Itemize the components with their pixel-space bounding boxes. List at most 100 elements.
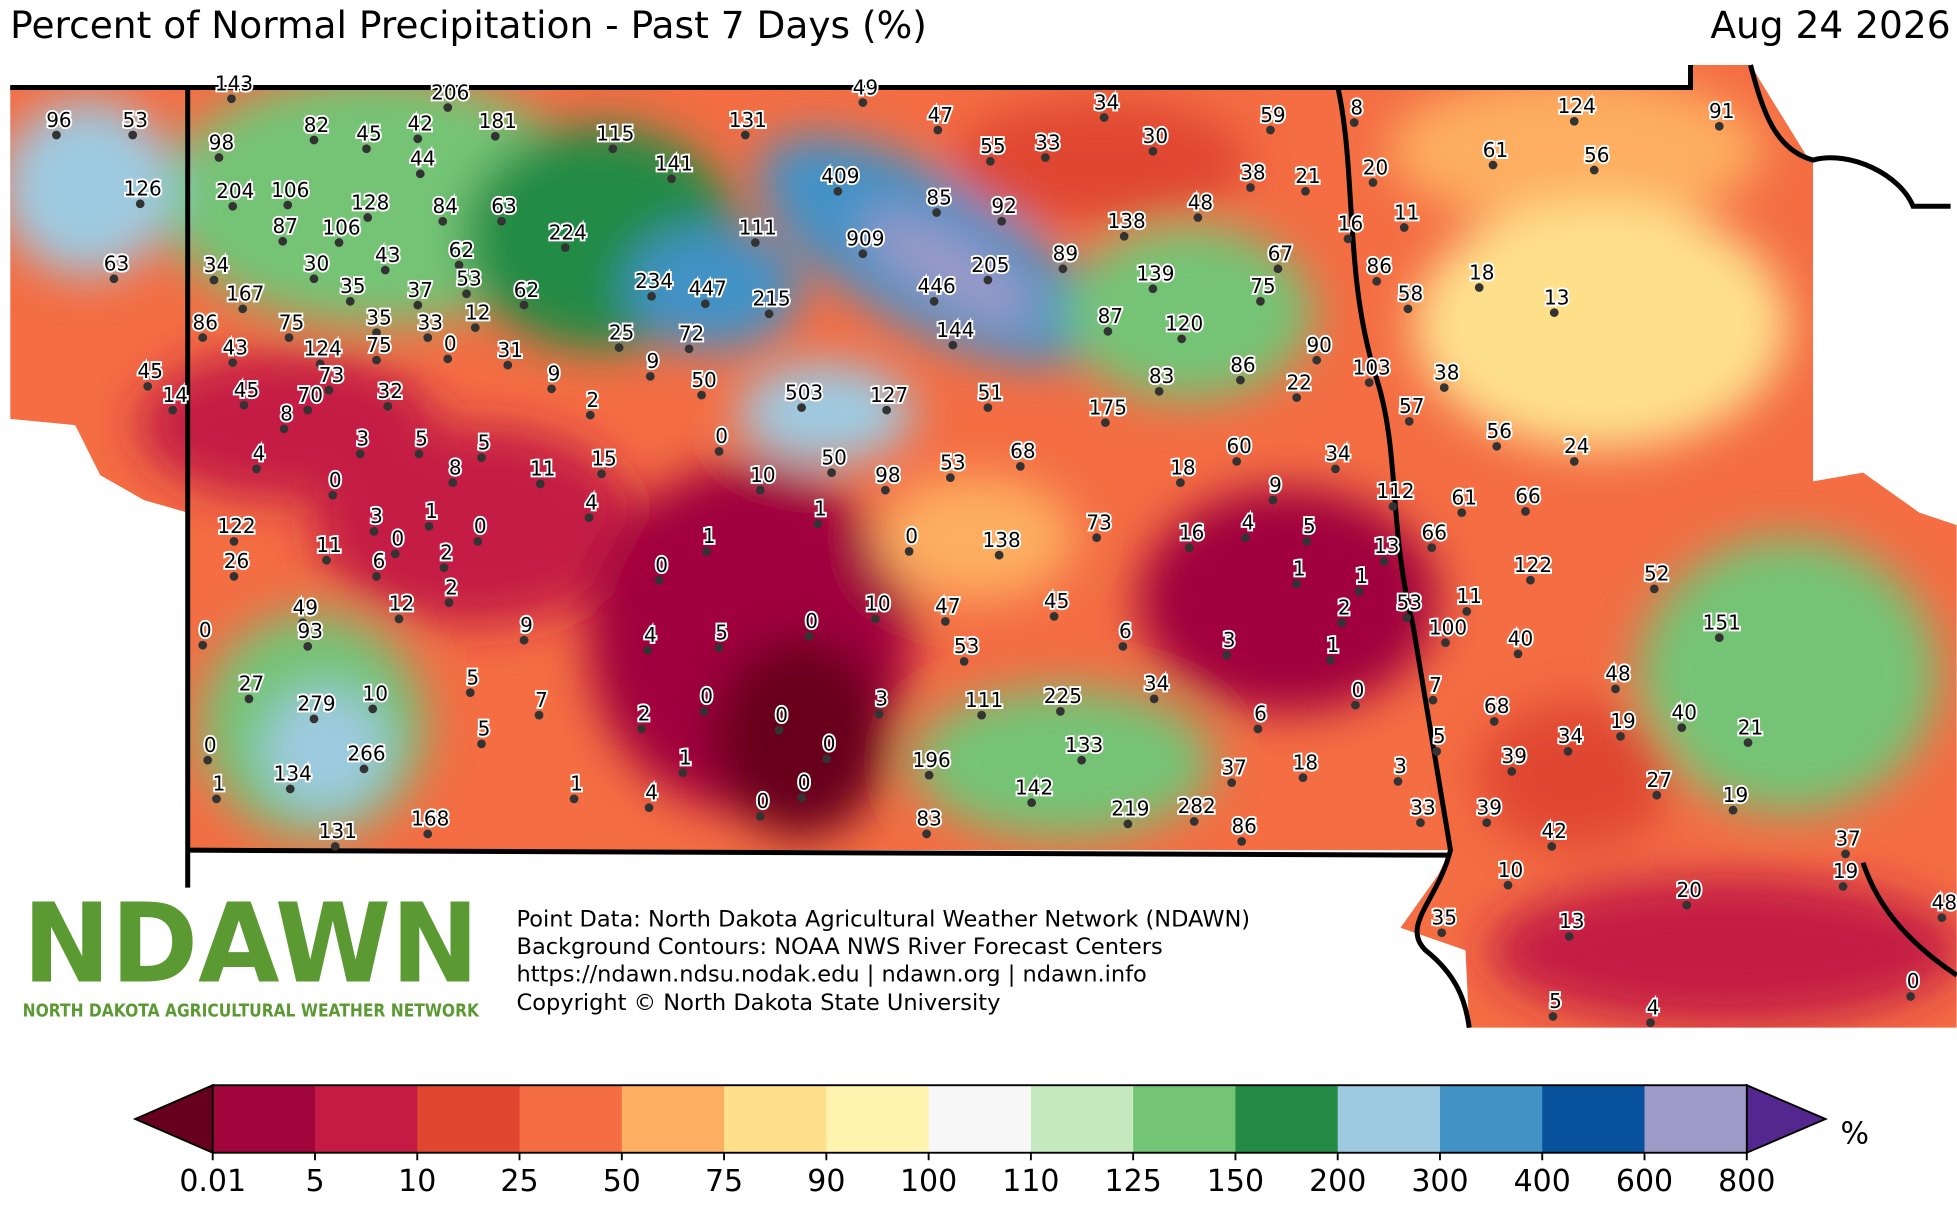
station-value: 8 [1350, 95, 1363, 119]
station-dot [212, 794, 221, 804]
station-dot [1268, 495, 1278, 505]
station-dot [128, 130, 138, 140]
station-dot [1682, 900, 1692, 910]
station-value: 1 [213, 772, 226, 796]
station-value: 19 [1723, 783, 1748, 807]
station-value: 219 [1111, 797, 1149, 821]
station-dot [667, 174, 676, 184]
station-value: 224 [549, 220, 587, 244]
station-dot [644, 803, 654, 813]
station-value: 59 [1260, 103, 1285, 127]
station-dot [1379, 556, 1389, 566]
colorbar-segment [519, 1085, 623, 1153]
station-dot [983, 275, 993, 285]
station-dot [684, 344, 694, 354]
station-value: 50 [691, 368, 716, 392]
station-dot [940, 617, 950, 626]
station-value: 45 [1044, 589, 1069, 613]
station-value: 50 [821, 445, 846, 469]
station-dot [214, 153, 224, 162]
station-value: 70 [298, 383, 323, 407]
station-value: 86 [192, 310, 217, 334]
station-dot [309, 135, 319, 145]
station-dot [477, 453, 486, 462]
credit: Background Contours: NOAA NWS River Fore… [517, 934, 1163, 960]
station-dot [1462, 607, 1472, 616]
station-value: 18 [1170, 455, 1195, 479]
station-value: 61 [1483, 138, 1508, 162]
station-value: 0 [474, 514, 487, 538]
station-value: 503 [785, 380, 823, 404]
station-value: 206 [431, 80, 469, 104]
station-dot [1176, 478, 1185, 487]
station-value: 127 [870, 383, 908, 407]
station-dot [1677, 723, 1687, 733]
station-value: 35 [340, 274, 365, 298]
borders [10, 64, 1957, 1029]
station-value: 133 [1065, 733, 1103, 757]
station-dot [1119, 231, 1129, 241]
station-value: 27 [1647, 768, 1672, 792]
station-dot [1222, 650, 1232, 660]
station-value: 53 [122, 108, 147, 132]
station-value: 138 [983, 528, 1021, 552]
station-dot [298, 618, 308, 628]
station-dot [994, 550, 1004, 560]
colorbar-unit: % [1841, 1117, 1870, 1152]
station-dot [1237, 837, 1247, 846]
station-dot [1154, 386, 1164, 396]
station-dot [822, 754, 831, 764]
station-dot [309, 274, 319, 284]
colorbar-frame [211, 1084, 1748, 1154]
station-dot [1441, 638, 1450, 648]
logo-subtitle: NORTH DAKOTA AGRICULTURAL WEATHER NETWOR… [23, 1001, 481, 1021]
station-dot [1149, 694, 1159, 704]
station-dot [1256, 296, 1265, 306]
station-dot [1589, 165, 1599, 175]
station-value: 10 [363, 682, 388, 706]
station-value: 0 [775, 703, 788, 727]
station-dot [1331, 464, 1340, 474]
station-dot [1838, 882, 1848, 891]
station-value: 93 [298, 619, 323, 643]
station-dot [462, 289, 471, 299]
station-value: 75 [279, 310, 304, 334]
station-dot [1266, 125, 1275, 135]
station-dot [244, 694, 254, 704]
station-value: 21 [1738, 715, 1763, 739]
station-dot [473, 536, 483, 546]
station-value: 53 [1396, 590, 1421, 614]
station-value: 5 [715, 620, 728, 644]
station-dot [1743, 738, 1753, 748]
station-dot [303, 405, 313, 415]
station-value: 204 [216, 179, 254, 203]
station-value: 1 [679, 745, 692, 769]
station-value: 98 [209, 130, 234, 154]
station-value: 90 [1306, 333, 1331, 357]
station-value: 92 [991, 194, 1016, 218]
station-value: 37 [1221, 755, 1246, 779]
station-dot [1292, 579, 1302, 589]
station-dot [1301, 186, 1310, 196]
station-value: 13 [1544, 285, 1569, 309]
station-dot [870, 614, 880, 624]
station-value: 4 [644, 623, 657, 647]
station-dot [858, 249, 868, 259]
station-value: 134 [274, 762, 312, 786]
station-dot [1437, 928, 1447, 938]
station-value: 2 [445, 575, 458, 599]
station-value: 58 [1398, 282, 1423, 306]
station-dot [424, 521, 434, 531]
colorbar-tick-label: 800 [1718, 1164, 1775, 1199]
station-dot [959, 657, 969, 666]
station-value: 1 [703, 524, 716, 548]
station-dot [143, 381, 153, 391]
station-dot [1841, 849, 1850, 859]
station-value: 68 [1010, 439, 1035, 463]
station-dot [1548, 1012, 1558, 1021]
station-dot [740, 130, 750, 140]
station-dot [413, 300, 423, 310]
station-dot [1364, 378, 1374, 387]
station-value: 84 [433, 194, 458, 218]
